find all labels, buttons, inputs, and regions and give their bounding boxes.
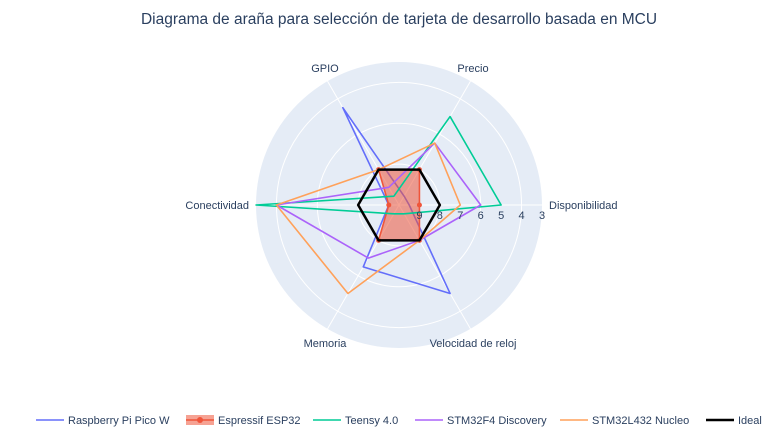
- legend-label: Raspberry Pi Pico W: [68, 415, 170, 427]
- legend-item: Ideal: [706, 415, 762, 427]
- legend-label: STM32L432 Nucleo: [592, 415, 689, 427]
- radial-tick-label: 9: [416, 210, 422, 222]
- series-line-2: [255, 115, 502, 215]
- axis-label: Memoria: [304, 338, 348, 350]
- legend: Raspberry Pi Pico W Espressif ESP32 Teensy…: [36, 415, 762, 427]
- legend-swatch-marker: [197, 417, 203, 423]
- axis-label: Disponibilidad: [549, 200, 618, 212]
- legend-item: Raspberry Pi Pico W: [36, 415, 170, 427]
- axis-label: Velocidad de reloj: [430, 338, 517, 350]
- legend-item: Teensy 4.0: [313, 415, 398, 427]
- radial-tick-label: 4: [519, 210, 525, 222]
- radial-tick-label: 5: [498, 210, 504, 222]
- legend-label: Espressif ESP32: [218, 415, 301, 427]
- axis-label: Precio: [457, 63, 488, 75]
- series-point-1: [386, 202, 392, 208]
- legend-item: Espressif ESP32: [186, 415, 301, 427]
- radial-tick-label: 8: [437, 210, 443, 222]
- legend-label: Ideal: [738, 415, 762, 427]
- legend-label: Teensy 4.0: [345, 415, 398, 427]
- radial-tick-labels: 9 8 7 6 5 4 3: [416, 210, 545, 222]
- series-line-5: [356, 168, 442, 242]
- legend-item: STM32L432 Nucleo: [560, 415, 689, 427]
- axis-label: GPIO: [311, 63, 339, 75]
- series-point-1: [416, 202, 422, 208]
- axis-label: Conectividad: [185, 200, 249, 212]
- radial-tick-label: 3: [539, 210, 545, 222]
- radial-tick-label: 7: [457, 210, 463, 222]
- axis-labels: Disponibilidad Precio GPIO Conectividad Memo…: [185, 63, 617, 350]
- legend-label: STM32F4 Discovery: [447, 415, 547, 427]
- series-layer: [255, 106, 502, 295]
- radial-tick-label: 6: [478, 210, 484, 222]
- legend-item: STM32F4 Discovery: [415, 415, 547, 427]
- chart-title: Diagrama de araña para selección de tarj…: [141, 11, 657, 28]
